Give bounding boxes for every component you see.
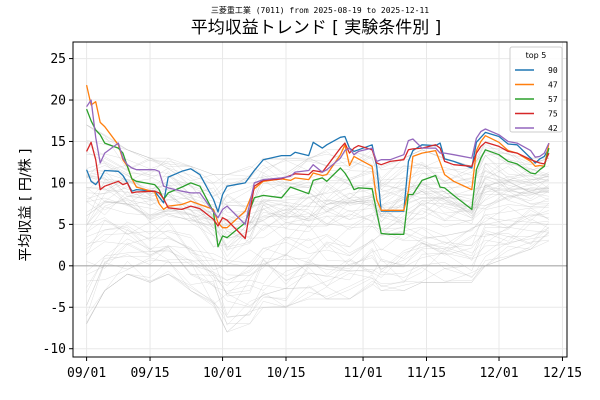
background-series-line — [86, 175, 550, 240]
background-series-line — [86, 235, 549, 326]
background-series-line — [86, 218, 550, 284]
background-series-line — [86, 184, 550, 250]
background-series-line — [86, 222, 550, 318]
y-tick-label: 15 — [50, 135, 66, 150]
background-series-line — [86, 227, 550, 306]
background-series-line — [86, 165, 550, 218]
y-tick-label: -5 — [50, 301, 66, 316]
background-series-line — [86, 229, 549, 316]
background-series-line — [86, 189, 549, 236]
background-series-line — [86, 176, 549, 225]
background-series-line — [86, 231, 550, 324]
x-tick-label: 12/15 — [543, 366, 582, 381]
background-series-line — [86, 220, 549, 308]
background-series-line — [86, 187, 549, 248]
legend-label-57: 57 — [548, 95, 558, 104]
x-axis: 09/01 09/15 10/01 10/15 11/01 11/15 12/01 12/15 — [67, 357, 582, 381]
y-tick-label: -10 — [43, 342, 66, 357]
series-line-75 — [86, 141, 550, 240]
background-series-line — [86, 210, 550, 295]
background-series-line — [86, 154, 549, 213]
y-tick-label: 5 — [58, 218, 66, 233]
x-tick-label: 11/15 — [407, 366, 446, 381]
legend-label-42: 42 — [548, 124, 558, 133]
x-tick-label: 09/01 — [67, 366, 106, 381]
plot-frame — [72, 41, 568, 358]
legend-box — [509, 46, 563, 133]
background-series-line — [86, 157, 549, 216]
x-tick-label: 10/15 — [266, 366, 305, 381]
grid — [73, 42, 567, 357]
background-series-line — [86, 227, 550, 294]
chart-suptitle: 三菱重工業 (7011) from 2025-08-19 to 2025-12-… — [211, 5, 429, 15]
series-line-42 — [86, 99, 550, 226]
background-series-line — [86, 188, 549, 247]
legend: top 5 90 47 57 75 42 — [509, 46, 563, 133]
background-series-line — [86, 217, 549, 297]
x-tick-label: 09/15 — [130, 366, 169, 381]
background-series-line — [86, 191, 550, 252]
y-tick-label: 0 — [58, 259, 66, 274]
background-series-line — [86, 232, 550, 333]
background-series-line — [86, 226, 549, 292]
background-series-line — [86, 207, 550, 276]
background-series-line — [86, 139, 549, 184]
x-tick-label: 11/01 — [343, 366, 382, 381]
background-series-line — [86, 202, 550, 264]
series-line-57 — [85, 108, 550, 248]
background-series-line — [86, 213, 549, 281]
background-series-line — [86, 155, 549, 213]
legend-label-47: 47 — [548, 81, 558, 90]
x-tick-label: 12/01 — [479, 366, 518, 381]
background-series-line — [86, 232, 550, 325]
chart-title: 平均収益トレンド [ 実験条件別 ] — [191, 18, 441, 38]
y-axis-label: 平均収益 [ 円/株 ] — [18, 149, 34, 262]
background-series-line — [86, 182, 549, 238]
background-series-line — [86, 190, 549, 248]
background-series-line — [86, 204, 549, 271]
background-series-line — [86, 162, 549, 230]
background-series-line — [86, 240, 550, 333]
background-series-line — [86, 210, 549, 286]
background-series-line — [86, 165, 550, 219]
background-series-line — [86, 239, 549, 333]
background-series-line — [86, 188, 549, 258]
y-tick-label: 10 — [50, 176, 66, 191]
background-series-line — [86, 124, 549, 175]
background-series-line — [86, 186, 550, 263]
x-tick-label: 10/01 — [203, 366, 242, 381]
background-series-line — [86, 213, 549, 294]
background-series-line — [86, 178, 550, 248]
legend-title: top 5 — [526, 51, 547, 60]
y-tick-label: 20 — [50, 94, 66, 109]
series-lines — [85, 84, 550, 248]
legend-label-75: 75 — [548, 110, 558, 119]
background-series-line — [86, 147, 549, 198]
background-series-line — [86, 124, 549, 193]
background-series-line — [86, 124, 549, 187]
background-series-line — [86, 207, 549, 268]
y-axis: -10 -5 0 5 10 15 20 25 — [43, 52, 73, 357]
legend-label-90: 90 — [548, 66, 558, 75]
background-lines — [86, 124, 550, 333]
y-tick-label: 25 — [50, 52, 66, 67]
